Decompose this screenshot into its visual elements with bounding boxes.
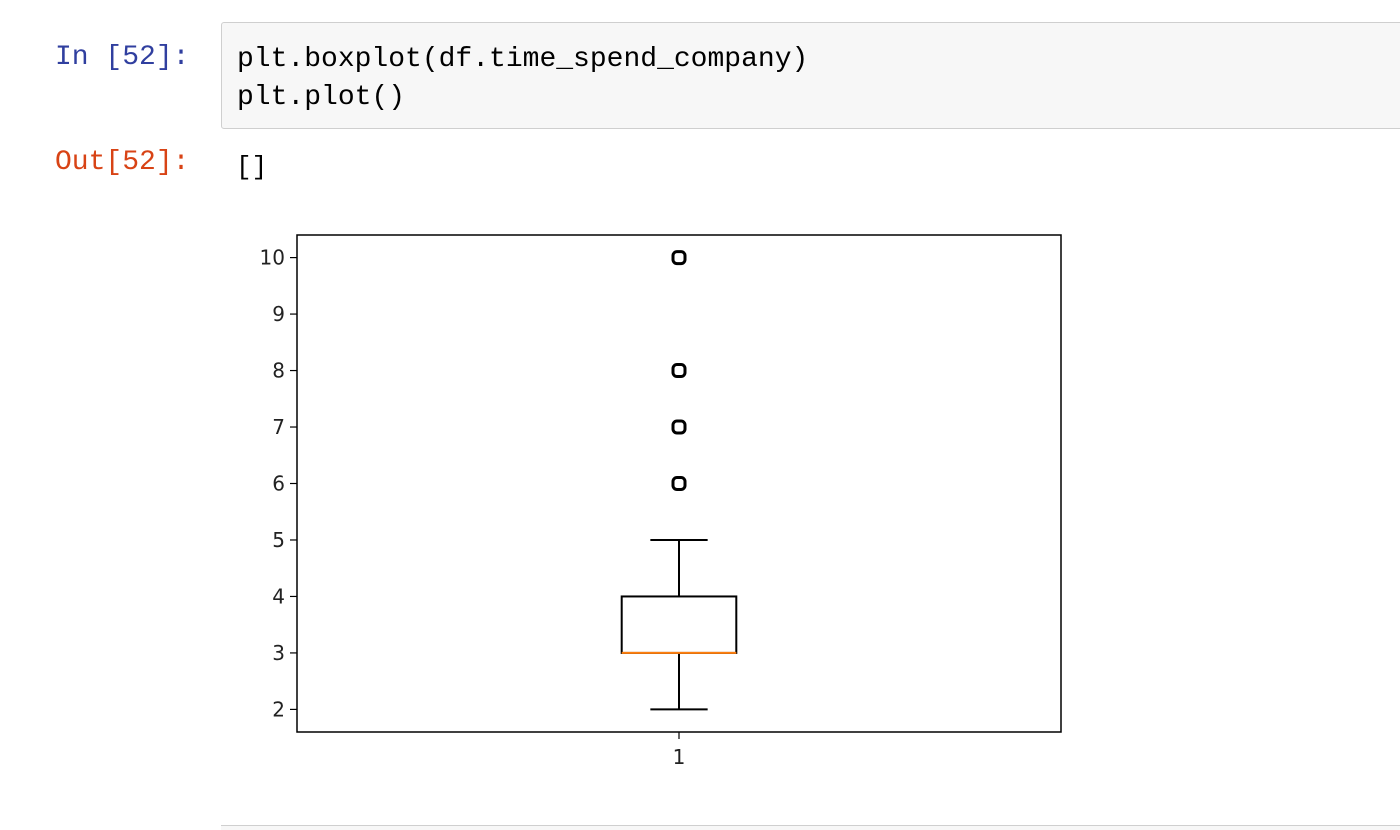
y-tick-label: 9 <box>272 302 285 326</box>
x-tick-label: 1 <box>673 745 686 769</box>
input-prompt: In [52]: <box>55 42 190 73</box>
code-input-area[interactable]: plt.boxplot(df.time_spend_company) plt.p… <box>221 22 1400 129</box>
y-tick-label: 8 <box>272 359 285 383</box>
y-tick-label: 5 <box>272 528 285 552</box>
code-line-2[interactable]: plt.plot() <box>237 82 406 113</box>
code-line-1[interactable]: plt.boxplot(df.time_spend_company) <box>237 44 809 75</box>
iqr-box <box>620 595 738 654</box>
outlier-point <box>671 250 687 266</box>
outlier-point <box>671 419 687 435</box>
y-tick-label: 7 <box>272 415 285 439</box>
box-group <box>620 250 738 711</box>
y-tick-label: 2 <box>272 697 285 721</box>
outlier-point <box>671 363 687 379</box>
y-tick-label: 10 <box>260 246 285 270</box>
outlier-point <box>671 476 687 491</box>
next-cell[interactable] <box>221 825 1400 830</box>
y-tick-label: 6 <box>272 472 285 496</box>
y-tick-label: 4 <box>272 584 285 608</box>
y-tick-label: 3 <box>272 641 285 665</box>
output-text: [] <box>236 152 268 182</box>
x-axis: 1 <box>673 732 686 769</box>
y-axis: 2 3 4 5 6 7 8 9 10 <box>260 246 297 721</box>
output-prompt: Out[52]: <box>55 147 190 178</box>
